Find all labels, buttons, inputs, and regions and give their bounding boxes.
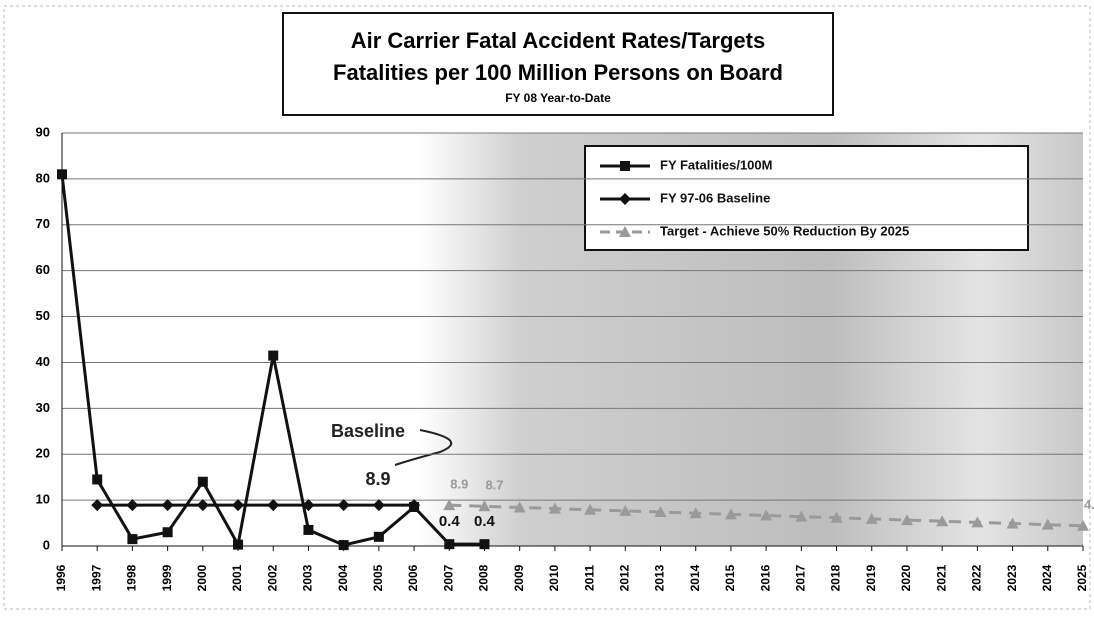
x-tick-label: 2019 (864, 564, 878, 591)
x-tick-label: 2016 (758, 564, 772, 591)
data-point (479, 539, 489, 549)
x-tick-label: 2025 (1075, 564, 1089, 591)
chart: Air Carrier Fatal Accident Rates/Targets… (0, 0, 1094, 613)
data-point (57, 169, 67, 179)
chart-caption: FY 08 Year-to-Date (505, 91, 611, 105)
x-tick-label: 2024 (1040, 564, 1054, 591)
data-point (198, 477, 208, 487)
y-tick-label: 50 (36, 308, 50, 323)
data-label: 0.4 (474, 513, 496, 530)
x-tick-label: 1996 (54, 564, 68, 591)
x-tick-label: 2014 (688, 564, 702, 591)
x-tick-label: 2001 (230, 564, 244, 591)
x-tick-label: 1999 (160, 564, 174, 591)
data-point (303, 525, 313, 535)
x-tick-label: 2004 (336, 564, 350, 591)
data-point (233, 540, 243, 550)
x-tick-label: 2010 (547, 564, 561, 591)
data-point (163, 527, 173, 537)
y-tick-label: 20 (36, 446, 50, 461)
x-tick-label: 2021 (934, 564, 948, 591)
legend-label: FY Fatalities/100M (660, 157, 772, 172)
data-point (92, 474, 102, 484)
data-label: 8.9 (450, 477, 468, 492)
chart-subtitle: Fatalities per 100 Million Persons on Bo… (333, 60, 783, 85)
x-tick-label: 2006 (406, 564, 420, 591)
data-point (444, 539, 454, 549)
x-tick-label: 2018 (829, 564, 843, 591)
x-tick-label: 2012 (617, 564, 631, 591)
y-tick-label: 70 (36, 216, 50, 231)
x-tick-label: 1998 (125, 564, 139, 591)
x-tick-label: 2023 (1005, 564, 1019, 591)
x-tick-label: 2011 (582, 565, 596, 591)
chart-title: Air Carrier Fatal Accident Rates/Targets (351, 28, 765, 53)
data-label: 0.4 (439, 513, 461, 530)
data-point (339, 540, 349, 550)
x-tick-label: 2022 (970, 564, 984, 591)
data-label: 4.4 (1084, 497, 1094, 512)
legend-label: Target - Achieve 50% Reduction By 2025 (660, 223, 909, 238)
x-tick-label: 2013 (653, 564, 667, 591)
x-tick-label: 2003 (301, 564, 315, 591)
x-tick-label: 2000 (195, 564, 209, 591)
data-point (268, 351, 278, 361)
x-tick-label: 2017 (794, 564, 808, 591)
x-tick-label: 1997 (89, 564, 103, 591)
x-tick-label: 2008 (477, 564, 491, 591)
x-tick-label: 2002 (265, 564, 279, 591)
annotation: Baseline (331, 421, 405, 441)
x-tick-label: 2015 (723, 564, 737, 591)
legend-marker (620, 161, 630, 171)
data-point (374, 532, 384, 542)
legend-label: FY 97-06 Baseline (660, 190, 770, 205)
y-tick-label: 40 (36, 354, 50, 369)
y-tick-label: 90 (36, 124, 50, 139)
y-tick-label: 80 (36, 170, 50, 185)
y-tick-label: 0 (43, 537, 50, 552)
x-tick-label: 2005 (371, 564, 385, 591)
y-tick-label: 30 (36, 400, 50, 415)
y-tick-label: 60 (36, 262, 50, 277)
y-tick-label: 10 (36, 492, 50, 507)
data-label: 8.7 (485, 478, 503, 493)
annotation: 8.9 (365, 469, 390, 489)
x-tick-label: 2009 (512, 564, 526, 591)
x-tick-label: 2020 (899, 564, 913, 591)
x-tick-label: 2007 (441, 564, 455, 591)
data-point (127, 534, 137, 544)
